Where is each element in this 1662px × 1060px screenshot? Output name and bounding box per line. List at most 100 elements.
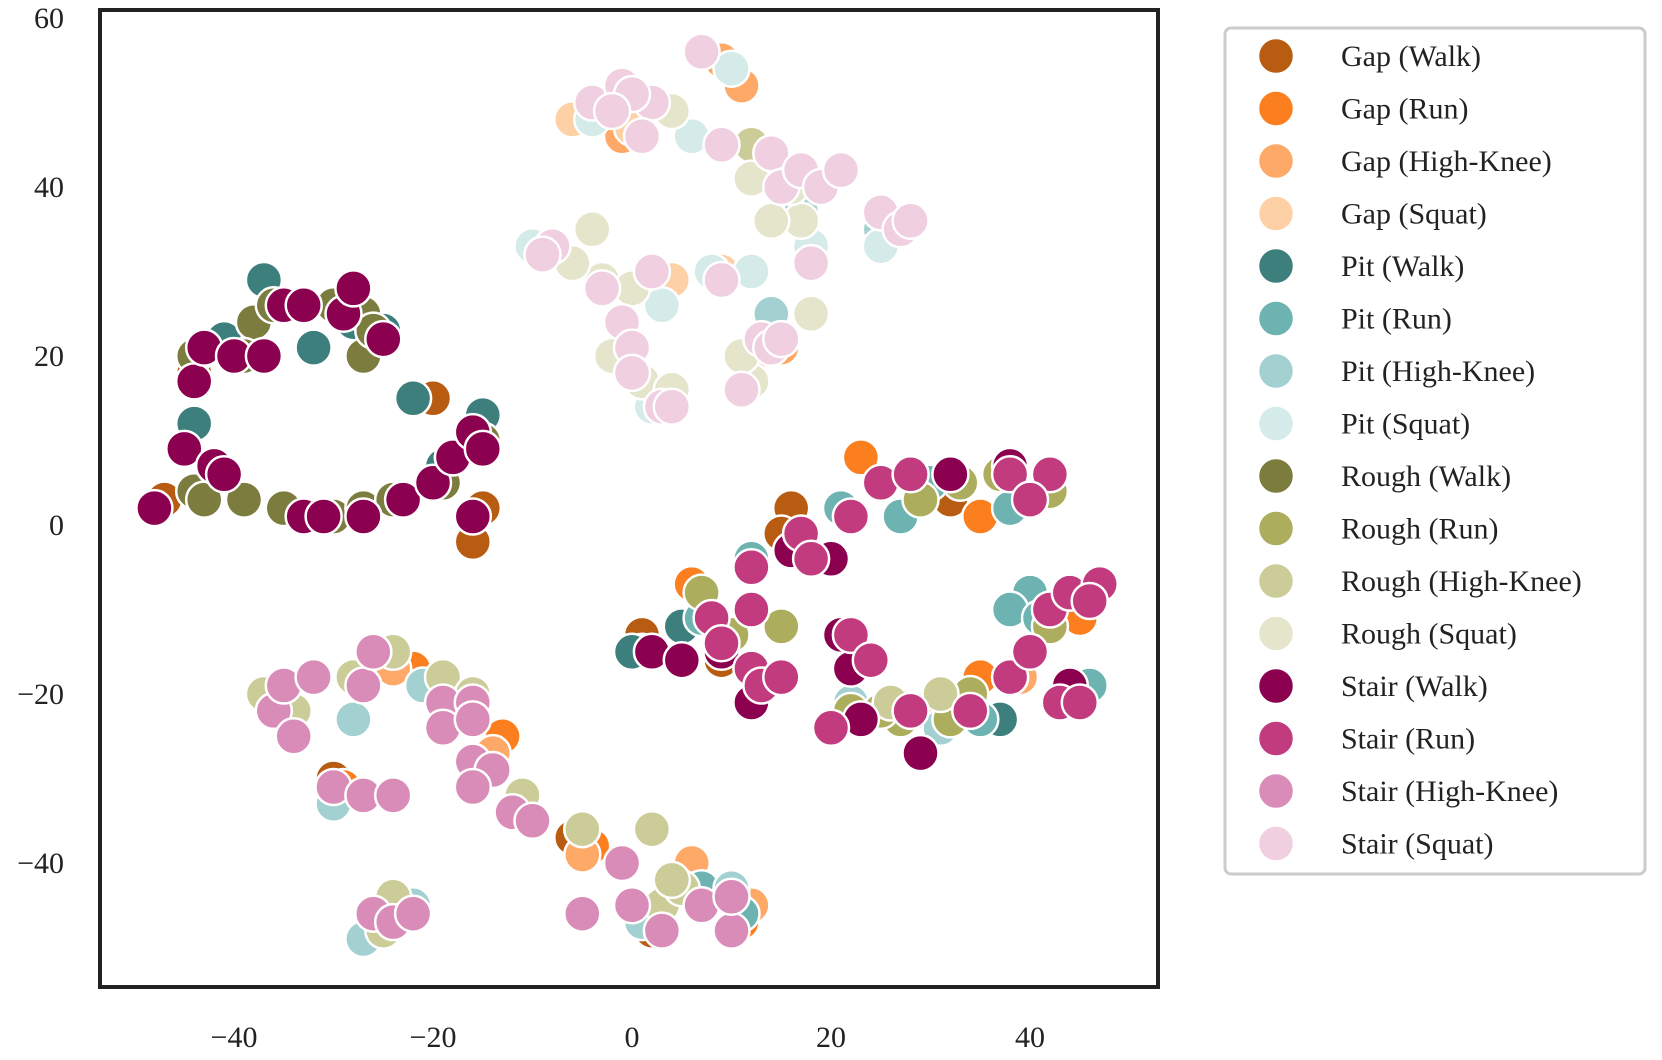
scatter-point: [762, 607, 801, 646]
legend-label: Stair (Walk): [1341, 670, 1488, 703]
scatter-point: [244, 336, 284, 376]
legend-item: Pit (Walk): [1256, 246, 1464, 286]
scatter-point: [632, 252, 672, 291]
legend-marker: [1256, 614, 1296, 653]
legend-marker: [1256, 404, 1296, 443]
scatter-point: [791, 539, 831, 579]
scatter-point: [891, 691, 930, 731]
scatter-point: [990, 657, 1030, 697]
legend-marker: [1256, 771, 1296, 811]
scatter-point: [393, 379, 433, 418]
scatter-point: [632, 809, 672, 849]
scatter-point: [204, 455, 244, 494]
scatter-point: [712, 911, 751, 950]
scatter-point: [413, 463, 453, 503]
legend-item: Stair (Run): [1256, 719, 1475, 758]
legend-marker: [1256, 561, 1296, 601]
scatter-point: [592, 91, 632, 131]
scatter-point: [354, 632, 393, 672]
legend-marker: [1256, 824, 1296, 863]
scatter-point: [841, 438, 881, 477]
legend-label: Pit (Run): [1341, 303, 1452, 336]
y-tick-label: 0: [49, 509, 64, 542]
legend-label: Rough (Run): [1341, 513, 1499, 546]
scatter-point: [453, 700, 493, 739]
legend-item: Stair (High-Knee): [1256, 771, 1558, 811]
scatter-point: [931, 455, 970, 494]
legend-label: Gap (Run): [1341, 93, 1468, 126]
scatter-point: [274, 717, 313, 756]
scatter-point: [1060, 683, 1100, 722]
legend-marker: [1256, 246, 1296, 286]
legend: Gap (Walk) Gap (Run) Gap (High-Knee) Gap (S…: [1256, 36, 1582, 863]
y-tick-label: 20: [34, 340, 64, 373]
legend-marker: [1256, 36, 1296, 76]
scatter-point: [294, 657, 333, 697]
scatter-point: [652, 860, 692, 900]
legend-item: Pit (High-Knee): [1256, 351, 1535, 391]
scatter-point: [373, 776, 413, 815]
legend-label: Stair (High-Knee): [1341, 775, 1558, 808]
x-tick-label: 20: [816, 1021, 846, 1054]
scatter-point: [612, 886, 652, 925]
scatter-point: [622, 117, 662, 156]
legend-label: Pit (High-Knee): [1341, 355, 1535, 388]
legend-label: Rough (High-Knee): [1341, 565, 1582, 598]
scatter-point: [572, 210, 612, 249]
scatter-point: [563, 894, 602, 933]
scatter-point: [791, 294, 831, 334]
x-tick-label: 0: [625, 1021, 640, 1054]
legend-marker: [1256, 89, 1296, 128]
scatter-point: [304, 497, 343, 536]
scatter-point: [851, 640, 891, 680]
y-tick-label: −40: [17, 847, 64, 880]
y-axis-ticks: −40 −20 0 20 40 60: [17, 2, 64, 880]
legend-label: Stair (Run): [1341, 723, 1475, 756]
scatter-point: [563, 809, 602, 849]
legend-label: Gap (High-Knee): [1341, 145, 1552, 178]
x-tick-label: −20: [410, 1021, 457, 1054]
legend-marker: [1256, 456, 1296, 496]
scatter-points-layer: [135, 32, 1119, 959]
scatter-point: [811, 708, 851, 748]
scatter-point: [702, 125, 741, 165]
scatter-point: [901, 733, 940, 773]
scatter-point: [662, 640, 702, 680]
legend-item: Rough (Squat): [1256, 614, 1517, 653]
scatter-point: [602, 843, 642, 883]
scatter-point: [762, 319, 801, 359]
scatter-point: [732, 590, 771, 629]
scatter-point: [344, 497, 383, 536]
y-tick-label: −20: [17, 678, 64, 711]
scatter-point: [831, 615, 871, 655]
legend-item: Rough (High-Knee): [1256, 561, 1582, 601]
legend-label: Rough (Squat): [1341, 618, 1517, 651]
y-tick-label: 40: [34, 171, 64, 204]
scatter-point: [702, 260, 741, 300]
legend-marker: [1256, 719, 1296, 758]
legend-item: Rough (Run): [1256, 509, 1499, 548]
scatter-point: [712, 877, 751, 917]
scatter-point: [1070, 581, 1109, 621]
scatter-point: [732, 548, 771, 587]
legend-item: Gap (Walk): [1256, 36, 1481, 76]
scatter-point: [582, 269, 622, 308]
scatter-point: [463, 429, 503, 469]
scatter-point: [513, 801, 552, 841]
legend-marker: [1256, 194, 1296, 233]
scatter-point: [334, 269, 373, 308]
legend-marker: [1256, 351, 1296, 391]
legend-item: Stair (Squat): [1256, 824, 1493, 863]
scatter-point: [990, 455, 1030, 494]
plot-area-frame: [98, 8, 1160, 989]
legend-item: Pit (Squat): [1256, 404, 1470, 443]
scatter-point: [642, 911, 682, 950]
legend-frame: [1223, 26, 1647, 876]
scatter-point: [224, 480, 264, 519]
scatter-point: [831, 497, 871, 536]
scatter-point: [712, 49, 751, 88]
x-axis-ticks: −40 −20 0 20 40: [211, 1021, 1045, 1054]
scatter-point: [453, 767, 493, 807]
scatter-point: [364, 319, 403, 359]
scatter-point: [284, 286, 323, 325]
